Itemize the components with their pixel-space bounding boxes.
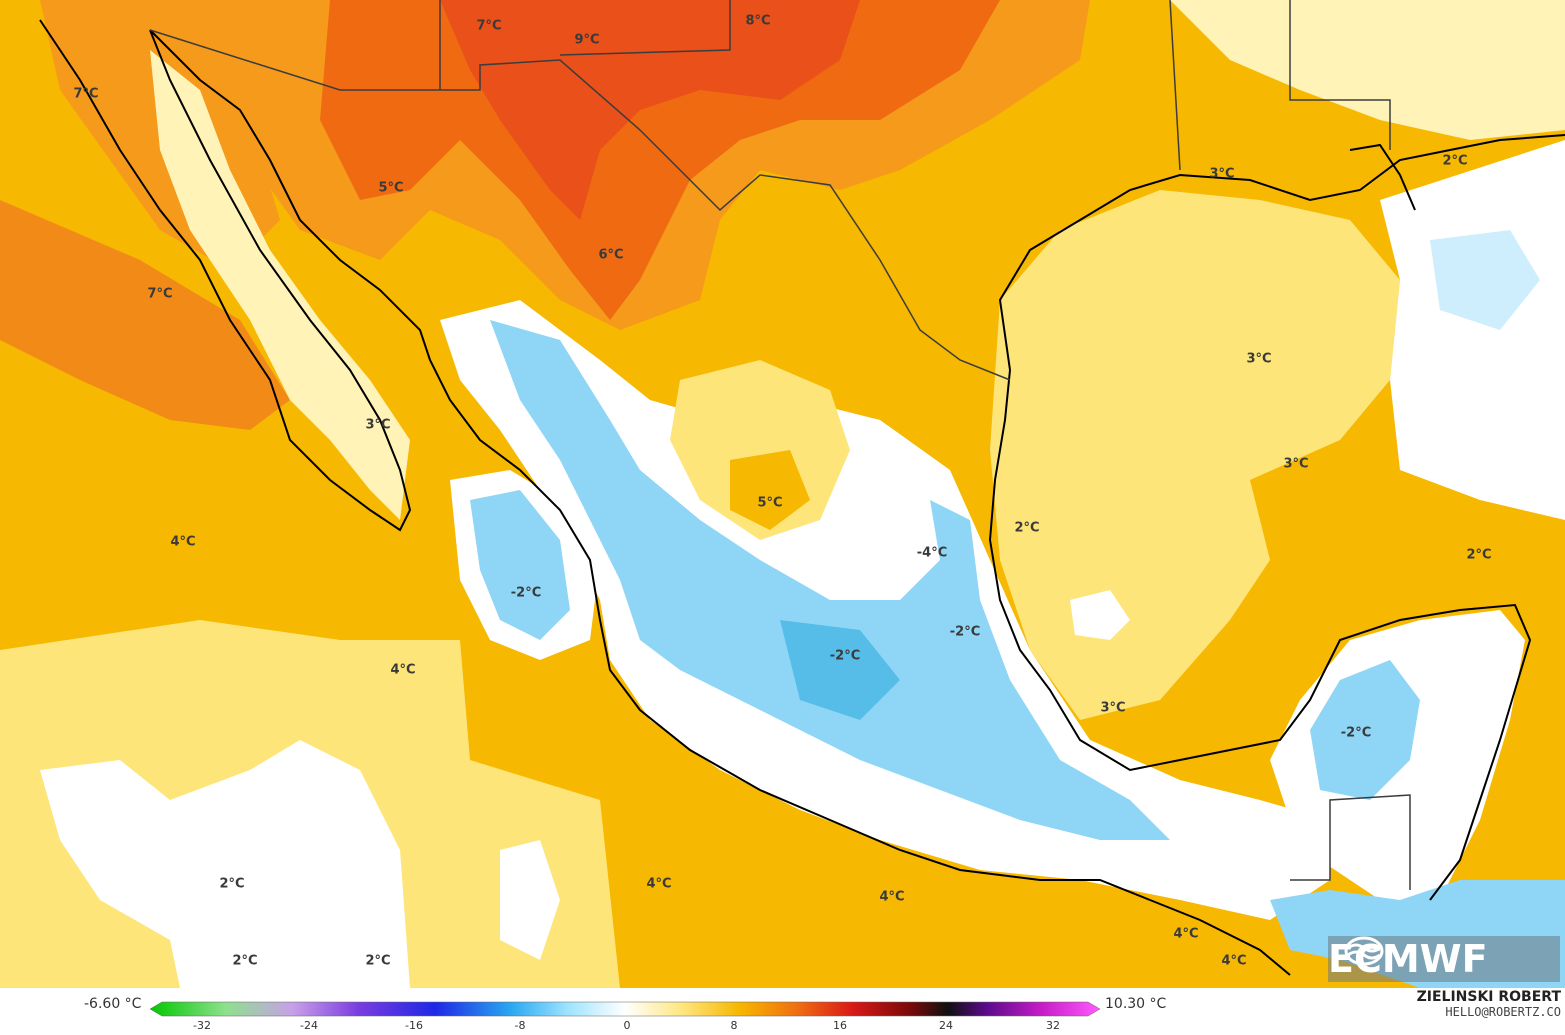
coastlines xyxy=(39,19,1565,976)
author-credit: ZIELINSKI ROBERT HELLO@ROBERTZ.CO xyxy=(1417,989,1561,1019)
temp-label: 3°C xyxy=(1283,456,1309,472)
temp-label: -2°C xyxy=(949,624,981,640)
cold-east-patch xyxy=(1430,230,1540,330)
forecast-map: 7°C 7°C 9°C 8°C 5°C 7°C 6°C 3°C 4°C -2°C… xyxy=(0,0,1565,988)
temp-label: 3°C xyxy=(365,417,391,433)
temp-label: 2°C xyxy=(219,876,245,892)
warm-5c-central xyxy=(730,450,810,530)
temp-label: 2°C xyxy=(1014,520,1040,536)
author-email: HELLO@ROBERTZ.CO xyxy=(1445,1005,1561,1019)
temp-label: 9°C xyxy=(574,32,600,48)
map-canvas xyxy=(0,0,1565,988)
temp-label: -2°C xyxy=(829,648,861,664)
scale-tick: -24 xyxy=(300,1019,318,1032)
scale-tick: 32 xyxy=(1046,1019,1060,1032)
warm-pacific-west xyxy=(0,200,290,430)
ecmwf-mark-icon xyxy=(1344,936,1384,966)
cold-strong-central xyxy=(780,620,900,720)
temp-label: 4°C xyxy=(646,876,672,892)
temp-label: 4°C xyxy=(170,534,196,550)
cold-central-mexico xyxy=(490,320,1170,840)
temp-label: 4°C xyxy=(390,662,416,678)
white-east-region xyxy=(1380,140,1565,520)
author-name: ZIELINSKI ROBERT xyxy=(1416,989,1561,1005)
scale-max-label: 10.30 °C xyxy=(1105,996,1167,1012)
coast-gulf-west xyxy=(988,369,1532,901)
cold-pacific-pocket xyxy=(470,490,570,640)
scale-tick: 0 xyxy=(623,1019,631,1032)
white-southwest-ocean xyxy=(40,740,410,988)
white-gulf-patch xyxy=(1070,590,1130,640)
temp-label: 3°C xyxy=(1209,166,1235,182)
temp-label: 2°C xyxy=(1442,153,1468,169)
temp-label: -2°C xyxy=(510,585,542,601)
temp-label: 7°C xyxy=(73,86,99,102)
light-gulf-of-mexico xyxy=(990,190,1400,720)
temp-label: 8°C xyxy=(745,13,771,29)
scale-tick: 24 xyxy=(939,1019,953,1032)
coast-gulf xyxy=(998,134,1565,371)
temp-label: -4°C xyxy=(916,545,948,561)
coast-sonora xyxy=(149,29,1291,976)
legend-footer: -6.60 °C - xyxy=(0,988,1565,1035)
temp-label: 5°C xyxy=(757,495,783,511)
white-pacific-patch xyxy=(500,840,560,960)
scale-tick: 8 xyxy=(730,1019,738,1032)
temp-label: 4°C xyxy=(1173,926,1199,942)
temp-label: 2°C xyxy=(1466,547,1492,563)
temp-label: 7°C xyxy=(147,286,173,302)
temp-label: 7°C xyxy=(476,18,502,34)
color-scale-bar xyxy=(150,1001,1100,1017)
scale-tick: 16 xyxy=(833,1019,847,1032)
temp-label: 5°C xyxy=(378,180,404,196)
borders xyxy=(149,0,1411,890)
border-us-mexico xyxy=(149,29,1011,381)
scale-tick: -16 xyxy=(405,1019,423,1032)
scale-tick: -8 xyxy=(514,1019,526,1032)
scale-tick: -32 xyxy=(193,1019,211,1032)
coast-florida xyxy=(1349,143,1416,211)
temp-label: -2°C xyxy=(1340,725,1372,741)
temp-label: 6°C xyxy=(598,247,624,263)
temp-label: 3°C xyxy=(1100,700,1126,716)
hottest-region-north xyxy=(440,0,860,220)
border-new-mexico xyxy=(559,0,731,56)
temp-label: 4°C xyxy=(879,889,905,905)
cold-yucatan xyxy=(1310,660,1420,800)
ecmwf-logo: ECMWF xyxy=(1328,936,1560,982)
temp-label: 2°C xyxy=(232,953,258,969)
coast-baja-outer xyxy=(39,19,412,532)
border-state-ne xyxy=(1289,0,1391,150)
temp-label: 4°C xyxy=(1221,953,1247,969)
temp-label: 3°C xyxy=(1246,351,1272,367)
border-guatemala xyxy=(1290,794,1411,890)
border-state-east xyxy=(1169,0,1181,171)
white-northeast xyxy=(1170,0,1565,140)
temp-label: 2°C xyxy=(365,953,391,969)
scale-min-label: -6.60 °C xyxy=(84,996,142,1012)
